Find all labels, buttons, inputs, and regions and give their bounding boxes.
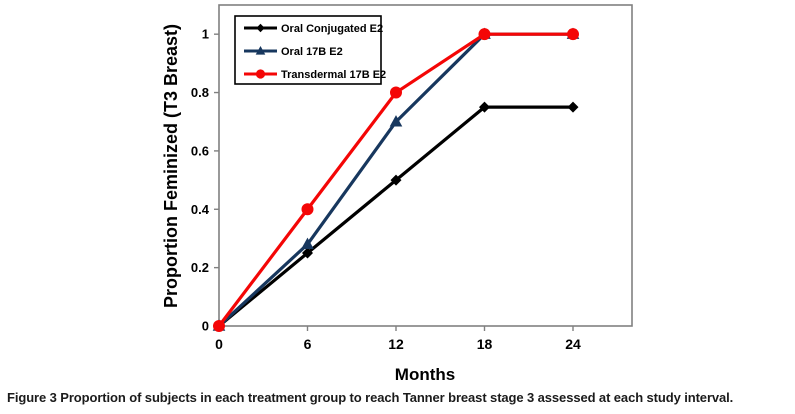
data-point-transdermal-17b-e2-0mo (213, 320, 225, 332)
x-tick-label: 6 (304, 336, 312, 352)
chart-legend: Oral Conjugated E2 Oral 17B E2 Transdermal… (234, 15, 386, 85)
legend-entry-oral-conjugated-e2: Oral Conjugated E2 (244, 23, 383, 35)
y-tick-label: 0.8 (191, 85, 209, 100)
chart-svg: 0 0.2 0.4 0.6 0.8 1 0 6 12 18 24 Oral Conjugated E… (161, 4, 633, 384)
legend-label: Oral Conjugated E2 (281, 23, 383, 35)
x-tick-label: 12 (388, 336, 404, 352)
data-point-oral-conjugated-e2-24mo (567, 101, 579, 113)
legend-marker-circle (255, 69, 266, 79)
legend-marker-triangle (255, 45, 266, 55)
plot-border (218, 4, 633, 327)
figure-caption-text: Proportion of subjects in each treatment… (60, 390, 734, 405)
x-axis-title: Months (395, 365, 455, 384)
series-layer (212, 27, 580, 332)
data-point-oral-conjugated-e2-6mo (302, 247, 313, 259)
x-tick-label: 24 (565, 336, 581, 352)
data-point-oral-conjugated-e2-12mo (390, 174, 402, 186)
data-point-transdermal-17b-e2-18mo (478, 28, 491, 41)
y-axis-title: Proportion Feminized (T3 Breast) (161, 24, 181, 308)
y-tick-label: 0.2 (191, 260, 209, 275)
legend-marker-diamond (256, 23, 265, 33)
figure-label: Figure 3 (7, 390, 57, 405)
series-line-oral-conjugated-e2 (217, 105, 573, 328)
x-tick-label: 18 (477, 336, 493, 352)
data-point-oral-17b-e2-6mo (301, 237, 314, 250)
figure-caption: Figure 3 Proportion of subjects in each … (7, 390, 733, 405)
data-point-transdermal-17b-e2-24mo (567, 28, 579, 41)
plot-area: 0 0.2 0.4 0.6 0.8 1 0 6 12 18 24 (191, 4, 633, 352)
y-tick-label: 1 (202, 27, 209, 42)
y-tick-label: 0.4 (191, 202, 210, 217)
legend-label: Oral 17B E2 (281, 46, 343, 58)
y-tick-label: 0.6 (191, 143, 209, 158)
data-point-oral-conjugated-e2-18mo (479, 101, 490, 113)
legend-label: Transdermal 17B E2 (281, 69, 386, 81)
data-point-transdermal-17b-e2-12mo (390, 86, 402, 99)
y-tick-label: 0 (202, 319, 209, 334)
data-point-transdermal-17b-e2-6mo (301, 203, 314, 216)
legend-entry-oral-17b-e2: Oral 17B E2 (244, 45, 343, 58)
legend-entry-transdermal-17b-e2: Transdermal 17B E2 (244, 69, 386, 81)
x-tick-label: 0 (215, 336, 223, 352)
data-point-oral-17b-e2-12mo (389, 115, 403, 127)
